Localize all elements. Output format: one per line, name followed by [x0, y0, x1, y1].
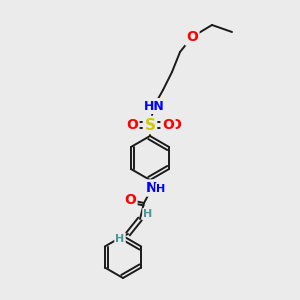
Text: O: O: [186, 30, 198, 44]
Text: O: O: [162, 118, 174, 132]
Text: H: H: [116, 234, 124, 244]
Text: O: O: [126, 118, 138, 132]
Text: H: H: [143, 209, 153, 219]
Text: S: S: [145, 118, 155, 133]
Text: N: N: [146, 181, 158, 195]
Text: O: O: [169, 118, 181, 132]
Text: HN: HN: [144, 100, 164, 112]
Text: H: H: [156, 184, 166, 194]
Text: O: O: [124, 193, 136, 207]
